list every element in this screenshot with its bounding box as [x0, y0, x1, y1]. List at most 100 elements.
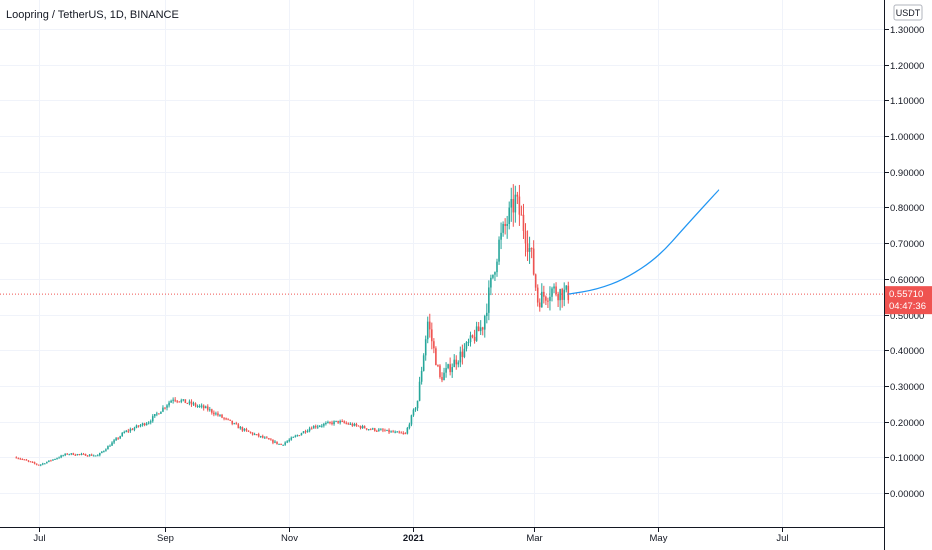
- candle: [15, 456, 18, 459]
- candle: [235, 421, 238, 425]
- candle-body: [119, 436, 121, 439]
- candle: [565, 285, 568, 293]
- x-tick-label: Mar: [526, 533, 542, 544]
- candle-body: [557, 294, 559, 301]
- candle-body: [257, 434, 260, 437]
- candle: [137, 425, 140, 428]
- candle-body: [127, 430, 130, 432]
- candle: [251, 432, 254, 436]
- candle-body: [323, 423, 325, 426]
- candle-body: [439, 365, 441, 378]
- candle-body: [426, 321, 429, 340]
- candle: [435, 346, 437, 366]
- candle-body: [349, 423, 352, 425]
- candle: [72, 452, 75, 456]
- candle-body: [500, 232, 502, 240]
- candle-body: [149, 421, 152, 423]
- candle: [404, 432, 407, 435]
- candle-body: [176, 400, 179, 402]
- candle-body: [424, 339, 427, 356]
- candle-body: [156, 413, 158, 415]
- candle: [412, 408, 415, 417]
- candle-body: [471, 335, 474, 337]
- unit-badge[interactable]: USDT: [893, 4, 923, 21]
- candle: [194, 402, 197, 408]
- candle-body: [111, 442, 113, 446]
- candle: [213, 410, 215, 417]
- candle: [70, 453, 73, 456]
- candle-body: [382, 429, 384, 431]
- candle: [215, 411, 217, 416]
- candle-body: [563, 289, 566, 300]
- candle: [310, 426, 313, 430]
- candle-body: [101, 451, 103, 453]
- candle: [263, 436, 266, 439]
- candle-body: [398, 431, 401, 433]
- candle-body: [188, 401, 191, 404]
- candle: [103, 450, 105, 453]
- candle: [545, 295, 547, 306]
- candle: [347, 422, 350, 425]
- candle: [182, 399, 185, 402]
- candle: [292, 436, 295, 438]
- candle-body: [147, 422, 150, 424]
- candle-body: [96, 455, 99, 457]
- candle: [56, 457, 58, 460]
- candle-body: [522, 214, 525, 231]
- candle-body: [109, 445, 111, 447]
- candle-body: [35, 463, 38, 465]
- candle-body: [129, 429, 132, 432]
- candle: [158, 413, 160, 415]
- candle-body: [180, 400, 183, 402]
- candle: [488, 280, 490, 321]
- candle-body: [473, 336, 476, 341]
- candle: [52, 459, 54, 461]
- y-tick-label: 0.20000: [890, 418, 924, 429]
- candle: [477, 322, 480, 332]
- candle: [475, 321, 478, 342]
- candle-body: [306, 430, 309, 433]
- candle: [400, 431, 403, 434]
- candle: [337, 420, 339, 424]
- unit-badge-label: USDT: [896, 8, 921, 18]
- candle: [266, 436, 268, 439]
- candle-body: [39, 464, 42, 466]
- candle: [35, 463, 38, 466]
- candle-body: [60, 455, 62, 458]
- candle-body: [371, 428, 374, 430]
- candle: [86, 455, 89, 457]
- candle-body: [259, 436, 262, 438]
- candle: [486, 303, 488, 324]
- candle: [510, 187, 513, 222]
- candle: [270, 437, 272, 441]
- candle-body: [549, 296, 551, 301]
- candle-body: [469, 335, 472, 343]
- candle-body: [475, 326, 478, 341]
- candle-body: [402, 432, 405, 434]
- candle: [276, 441, 278, 445]
- candle: [166, 404, 168, 411]
- candle: [547, 297, 549, 309]
- candle: [190, 399, 193, 407]
- candle: [512, 184, 515, 227]
- candle-body: [406, 428, 409, 434]
- candle-body: [459, 351, 462, 363]
- y-tick-label: 1.00000: [890, 132, 924, 143]
- candle-body: [343, 421, 346, 423]
- candle: [164, 407, 166, 410]
- candle-body: [200, 405, 203, 407]
- candle: [508, 201, 511, 230]
- candle-body: [105, 449, 107, 451]
- candle: [41, 462, 44, 466]
- candle: [467, 338, 470, 347]
- candle: [479, 320, 482, 335]
- candle-body: [235, 423, 238, 425]
- candle: [113, 438, 115, 445]
- candle: [414, 407, 417, 412]
- candle-body: [312, 426, 315, 429]
- candle: [490, 274, 492, 296]
- candle: [457, 360, 460, 368]
- candle-body: [125, 430, 128, 432]
- candle-body: [492, 274, 494, 278]
